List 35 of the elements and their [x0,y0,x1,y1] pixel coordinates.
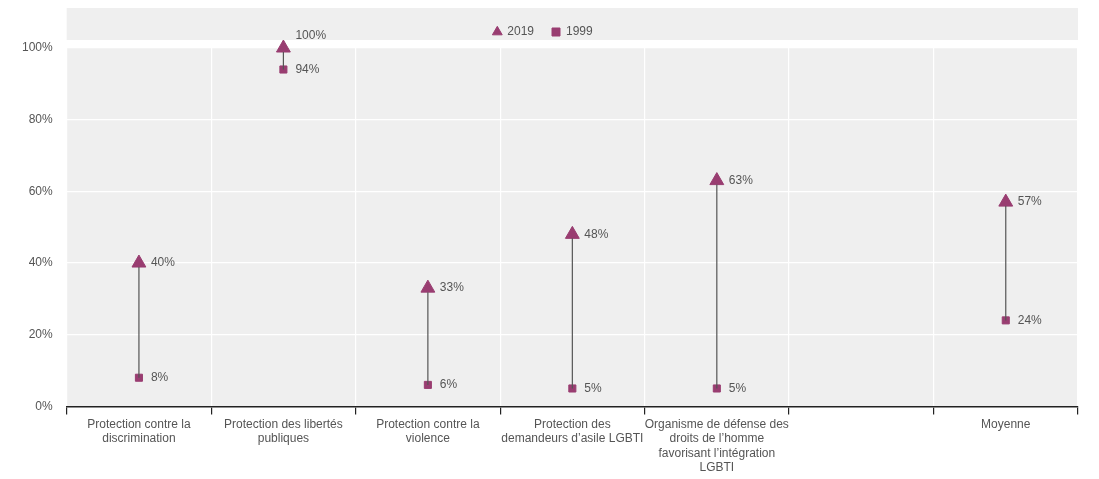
point [709,172,725,186]
data-label: 6% [439,377,458,392]
point [420,279,436,293]
point [275,39,291,53]
x-tick-label: Moyenne [981,416,1031,431]
data-label: 100% [295,28,327,43]
y-tick-label: 60% [28,183,54,198]
data-label: 57% [1017,194,1043,209]
data-label: 48% [584,226,609,241]
x-tick-label: Protection contre la discrimination [87,416,191,446]
data-label: 33% [439,280,465,295]
point [712,384,721,393]
y-tick-label: 40% [28,255,54,270]
data-label: 5% [584,380,603,395]
x-tick-label: Protection contre la violence [376,416,480,446]
x-tick-label: Protection des libertés publiques [224,416,343,446]
y-tick-label: 20% [28,327,54,342]
y-tick-label: 80% [28,111,54,126]
x-tick-label: Protection des demandeurs d’asile LGBTI [501,416,644,446]
data-label: 40% [150,255,176,270]
legend-label: 2019 [507,24,535,39]
y-tick-label: 0% [35,398,54,413]
data-label: 94% [295,61,320,76]
y-tick-label: 100% [21,40,54,55]
point [564,225,580,239]
data-label: 24% [1017,312,1043,327]
point [1001,316,1010,325]
data-label: 5% [728,380,747,395]
legend-label: 1999 [566,24,594,39]
point [568,384,577,393]
point [131,254,147,268]
point [998,193,1014,207]
data-label: 63% [728,172,754,187]
x-tick-label: Organisme de défense des droits de l’homme favorisant l’intégration LGBTI [644,416,789,475]
data-label: 8% [150,370,169,385]
